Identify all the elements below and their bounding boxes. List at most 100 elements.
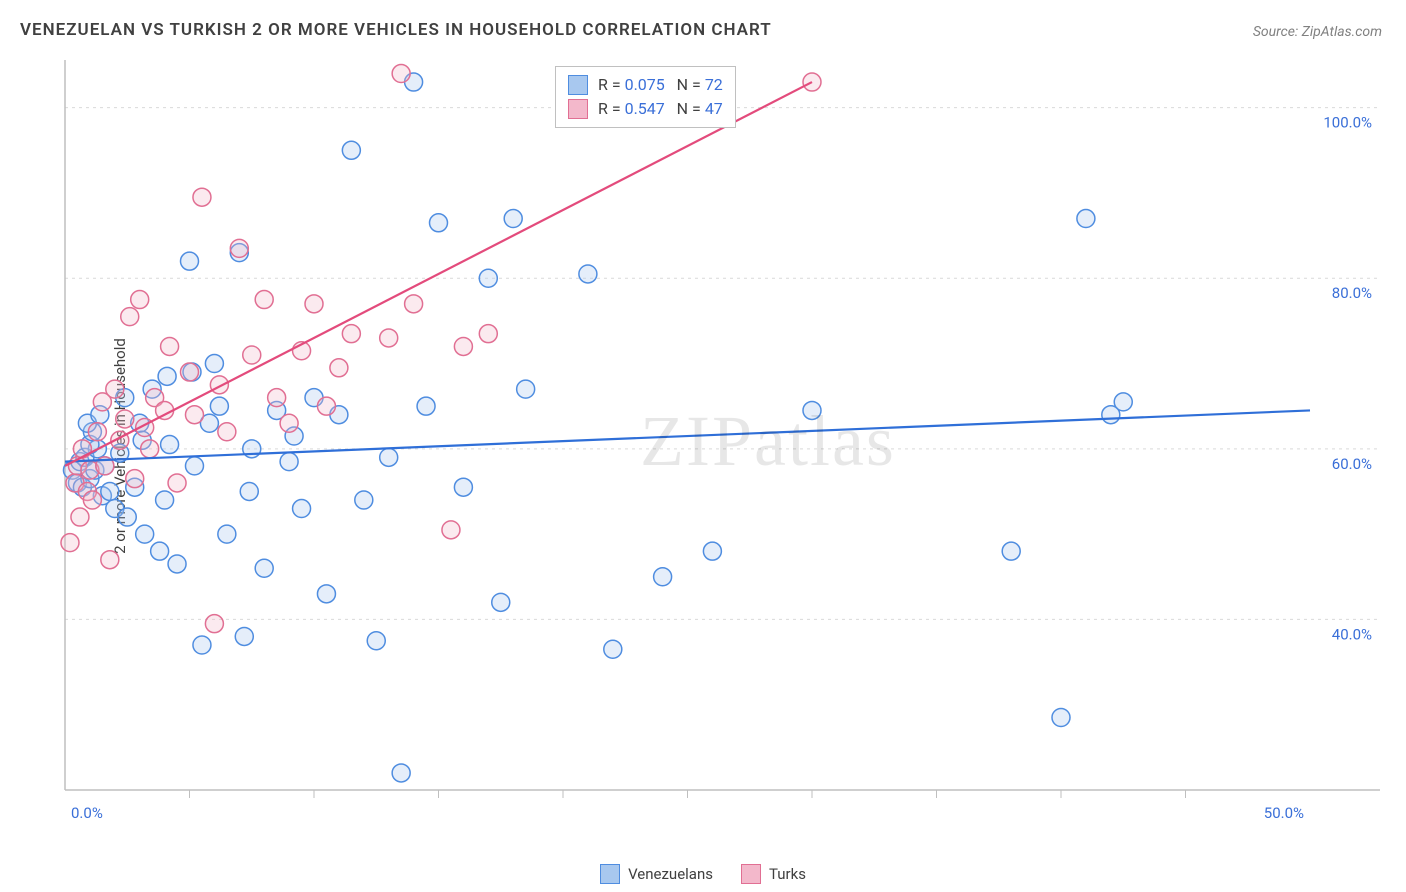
data-point [317,585,335,603]
correlation-text: R = 0.075 N = 72 [598,73,723,97]
correlation-legend: R = 0.075 N = 72R = 0.547 N = 47 [555,66,736,128]
trend-line [65,82,812,466]
correlation-text: R = 0.547 N = 47 [598,97,723,121]
data-point [101,551,119,569]
data-point [430,214,448,232]
data-point [579,265,597,283]
legend-swatch [568,99,588,119]
data-point [185,406,203,424]
data-point [342,141,360,159]
x-tick-label: 50.0% [1264,804,1304,822]
data-point [492,593,510,611]
data-point [380,448,398,466]
data-point [210,397,228,415]
data-point [71,508,89,526]
data-point [73,440,91,458]
legend-label: Turks [769,865,806,883]
legend-item-venezuelans: Venezuelans [600,864,713,884]
data-point [280,453,298,471]
data-point [1002,542,1020,560]
data-point [141,440,159,458]
data-point [136,525,154,543]
data-point [116,410,134,428]
data-point [131,291,149,309]
legend-swatch [741,864,761,884]
data-point [101,482,119,500]
legend-swatch [568,75,588,95]
data-point [205,615,223,633]
y-tick-label: 40.0% [1332,625,1372,643]
data-point [517,380,535,398]
data-point [454,337,472,355]
data-point [268,389,286,407]
x-tick-label: 0.0% [71,804,103,822]
data-point [218,423,236,441]
scatter-plot: 40.0% 60.0% 80.0% 100.0% 0.0% 50.0% [50,60,1380,830]
data-point [168,474,186,492]
y-tick-label: 80.0% [1332,284,1372,302]
data-point [305,295,323,313]
data-point [61,534,79,552]
data-point [280,414,298,432]
data-point [193,636,211,654]
data-point [181,363,199,381]
data-point [88,423,106,441]
legend-item-turks: Turks [741,864,806,884]
data-point [703,542,721,560]
data-point [193,188,211,206]
data-point [604,640,622,658]
legend-swatch [600,864,620,884]
data-point [243,346,261,364]
data-point [156,491,174,509]
data-point [255,291,273,309]
data-point [1077,210,1095,228]
data-point [479,269,497,287]
data-point [380,329,398,347]
data-point [405,295,423,313]
data-point [1052,709,1070,727]
correlation-legend-row: R = 0.547 N = 47 [568,97,723,121]
data-point [803,401,821,419]
data-point [83,491,101,509]
data-point [454,478,472,496]
data-point [185,457,203,475]
trend-line [65,410,1310,461]
y-tick-label: 100.0% [1323,114,1372,132]
data-point [151,542,169,560]
data-point [121,308,139,326]
data-point [479,325,497,343]
data-point [417,397,435,415]
data-point [230,239,248,257]
data-point [161,436,179,454]
legend-label: Venezuelans [628,865,713,883]
data-point [392,65,410,83]
chart-page: VENEZUELAN VS TURKISH 2 OR MORE VEHICLES… [0,0,1406,892]
data-point [181,252,199,270]
data-point [317,397,335,415]
data-point [255,559,273,577]
data-point [504,210,522,228]
y-tick-label: 60.0% [1332,455,1372,473]
data-point [168,555,186,573]
data-point [293,500,311,518]
data-point [442,521,460,539]
data-point [161,337,179,355]
data-point [218,525,236,543]
data-point [1114,393,1132,411]
data-point [106,380,124,398]
data-point [235,627,253,645]
data-point [205,355,223,373]
series-legend: Venezuelans Turks [0,864,1406,884]
data-point [654,568,672,586]
data-point [158,367,176,385]
chart-title: VENEZUELAN VS TURKISH 2 OR MORE VEHICLES… [20,20,772,40]
data-point [342,325,360,343]
data-point [355,491,373,509]
data-point [330,359,348,377]
source-label: Source: ZipAtlas.com [1253,24,1382,40]
correlation-legend-row: R = 0.075 N = 72 [568,73,723,97]
data-point [210,376,228,394]
data-point [367,632,385,650]
data-point [118,508,136,526]
data-point [126,470,144,488]
